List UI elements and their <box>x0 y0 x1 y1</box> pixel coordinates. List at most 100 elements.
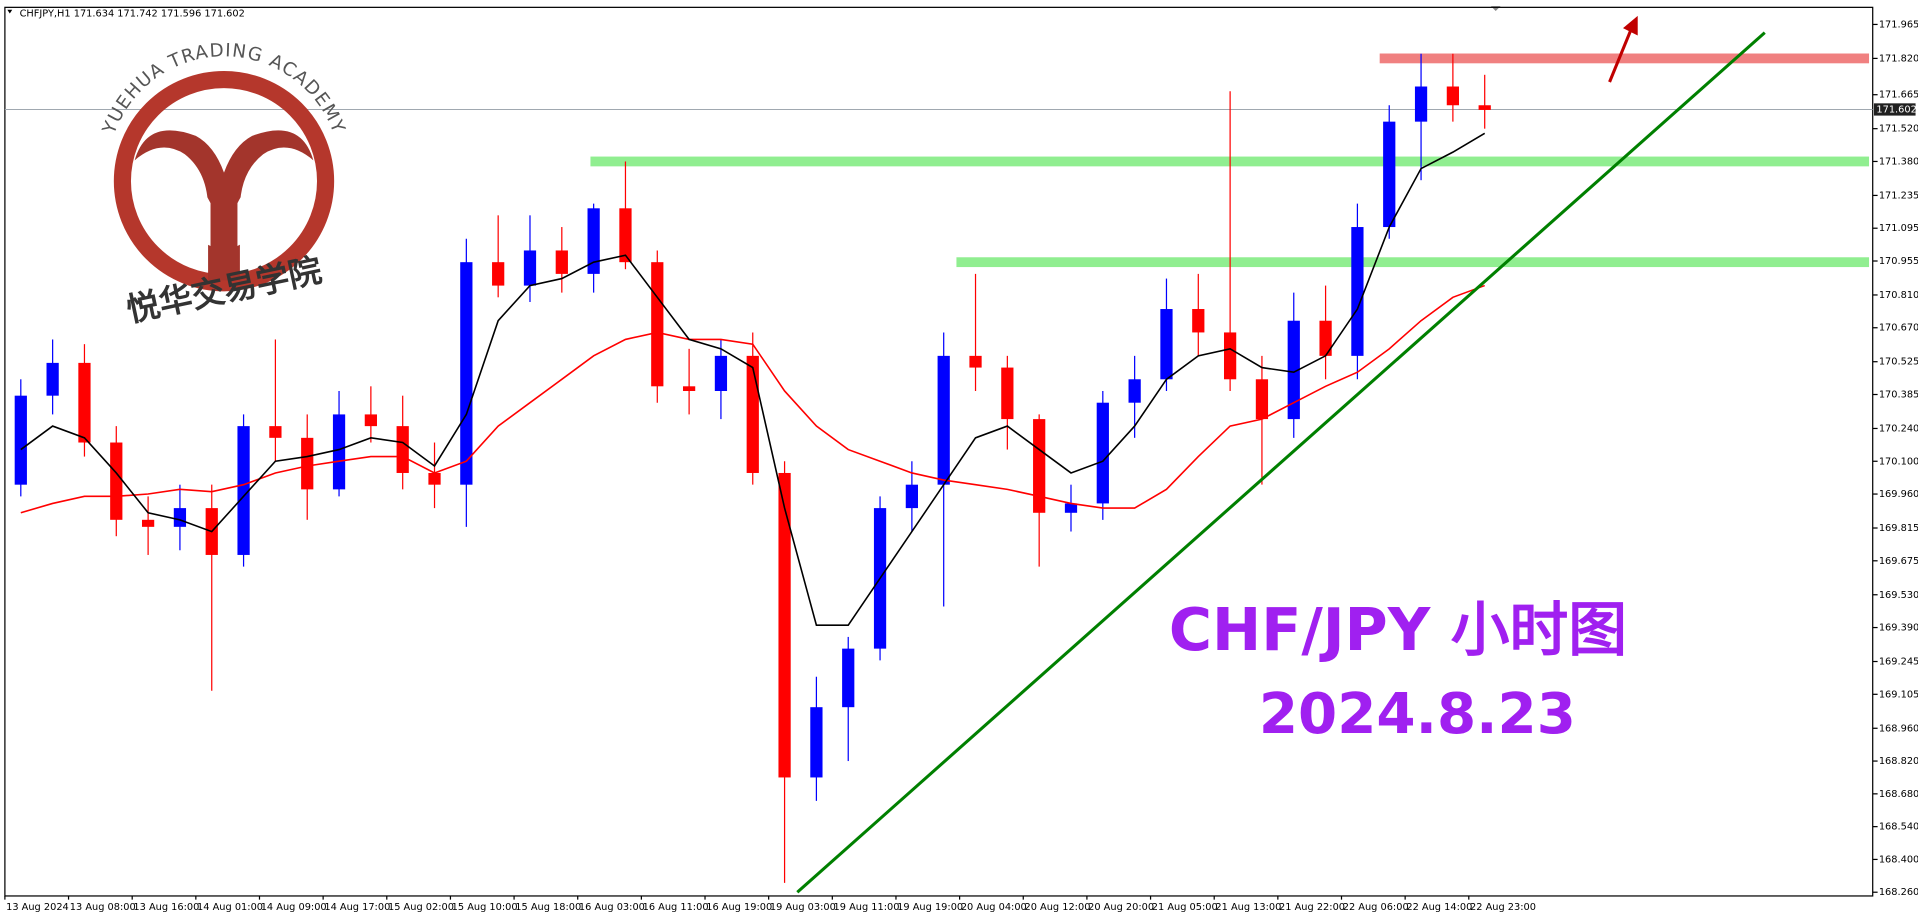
candle-body <box>1001 367 1014 420</box>
x-tick-label: 20 Aug 20:00 <box>1088 902 1154 913</box>
candle-body <box>969 355 982 368</box>
candle-body <box>237 426 250 555</box>
level-zone <box>956 257 1870 268</box>
candle-body <box>555 250 568 274</box>
y-tick-label: 168.820 <box>1879 756 1918 767</box>
candle-body <box>1033 419 1046 513</box>
level-zone <box>1379 53 1870 64</box>
current-price-label: 171.602 <box>1876 104 1916 115</box>
y-tick-label: 168.680 <box>1879 789 1918 800</box>
candle-body <box>460 262 473 485</box>
x-tick-label: 19 Aug 19:00 <box>897 902 963 913</box>
logo-ring <box>113 70 335 292</box>
x-tick-label: 21 Aug 05:00 <box>1152 902 1218 913</box>
y-tick-label: 169.960 <box>1879 489 1918 500</box>
x-tick-label: 15 Aug 18:00 <box>515 902 581 913</box>
x-tick-label: 22 Aug 14:00 <box>1406 902 1472 913</box>
candle-body <box>1287 320 1300 420</box>
y-tick-label: 171.820 <box>1879 53 1918 64</box>
candle-body <box>428 472 441 485</box>
candle-body <box>110 442 123 520</box>
y-tick-label: 171.095 <box>1879 223 1918 234</box>
x-tick-label: 22 Aug 23:00 <box>1470 902 1536 913</box>
x-tick-label: 16 Aug 19:00 <box>706 902 772 913</box>
arrow-shaft <box>1608 27 1634 83</box>
candle-body <box>619 208 632 263</box>
x-tick-label: 13 Aug 08:00 <box>70 902 136 913</box>
candle-body <box>1223 332 1237 380</box>
candle-body <box>523 250 537 286</box>
candle-body <box>332 414 346 490</box>
x-tick-label: 14 Aug 17:00 <box>324 902 390 913</box>
candle-body <box>1160 309 1173 380</box>
x-tick-label: 13 Aug 2024 <box>6 902 69 913</box>
trendline <box>796 31 1766 894</box>
x-tick-label: 16 Aug 11:00 <box>643 902 709 913</box>
y-tick-label: 171.235 <box>1879 190 1918 201</box>
y-tick-label: 169.245 <box>1879 657 1918 668</box>
x-tick-label: 20 Aug 12:00 <box>1024 902 1090 913</box>
candle-body <box>682 386 696 391</box>
candle-body <box>1096 402 1109 504</box>
y-tick-label: 168.960 <box>1879 723 1918 734</box>
x-tick-label: 20 Aug 04:00 <box>961 902 1027 913</box>
candle-body <box>364 414 377 427</box>
candle-body <box>1478 105 1491 110</box>
x-tick-label: 13 Aug 16:00 <box>133 902 199 913</box>
y-tick-label: 169.105 <box>1879 689 1918 700</box>
chart-header: CHFJPY,H1 171.634 171.742 171.596 171.60… <box>20 8 245 19</box>
logo-mark-inner <box>171 181 277 247</box>
candle-body <box>173 508 187 527</box>
y-tick-label: 171.665 <box>1879 90 1918 101</box>
candle-body <box>1128 379 1141 403</box>
candle-body <box>1446 86 1460 106</box>
x-tick-label: 21 Aug 13:00 <box>1215 902 1281 913</box>
candle-body <box>1319 320 1332 356</box>
candle-body <box>301 437 314 490</box>
current-price-box <box>1873 103 1916 116</box>
y-tick-label: 170.810 <box>1879 290 1918 301</box>
date-annotation: 2024.8.23 <box>1259 682 1576 747</box>
logo-mark <box>134 130 314 281</box>
candle-body <box>842 648 855 708</box>
header-arrow <box>7 9 13 14</box>
plot-frame <box>4 6 1874 897</box>
up-arrow <box>1608 15 1638 83</box>
candle-body <box>396 426 409 473</box>
candle-body <box>78 362 91 443</box>
candle-body <box>1255 379 1269 420</box>
candle-body <box>492 262 505 286</box>
x-tick-label: 14 Aug 09:00 <box>261 902 327 913</box>
candle-body <box>587 208 600 274</box>
y-tick-label: 170.525 <box>1879 357 1918 368</box>
candle-body <box>46 362 59 396</box>
y-tick-label: 169.675 <box>1879 556 1918 567</box>
moving-average <box>20 284 1485 514</box>
y-tick-label: 170.670 <box>1879 323 1918 334</box>
arrow-head <box>1623 15 1638 36</box>
y-tick-label: 168.540 <box>1879 822 1918 833</box>
y-tick-label: 169.815 <box>1879 523 1918 534</box>
y-tick-label: 171.965 <box>1879 19 1918 30</box>
candle-body <box>905 484 918 509</box>
candle-body <box>141 519 155 527</box>
y-tick-label: 171.520 <box>1879 124 1918 135</box>
x-tick-label: 14 Aug 01:00 <box>197 902 263 913</box>
y-tick-label: 170.955 <box>1879 256 1918 267</box>
y-tick-label: 170.240 <box>1879 423 1918 434</box>
y-tick-label: 169.530 <box>1879 590 1918 601</box>
y-tick-label: 168.260 <box>1879 887 1918 898</box>
x-tick-label: 15 Aug 02:00 <box>388 902 454 913</box>
y-tick-label: 171.380 <box>1879 156 1918 167</box>
candle-body <box>14 395 27 485</box>
x-tick-label: 15 Aug 10:00 <box>452 902 518 913</box>
candle-body <box>651 262 664 387</box>
y-tick-label: 169.390 <box>1879 623 1918 634</box>
moving-average <box>20 132 1486 627</box>
y-tick-label: 170.385 <box>1879 390 1918 401</box>
x-tick-label: 19 Aug 11:00 <box>834 902 900 913</box>
candle-body <box>269 426 282 438</box>
candle-body <box>1192 309 1205 333</box>
